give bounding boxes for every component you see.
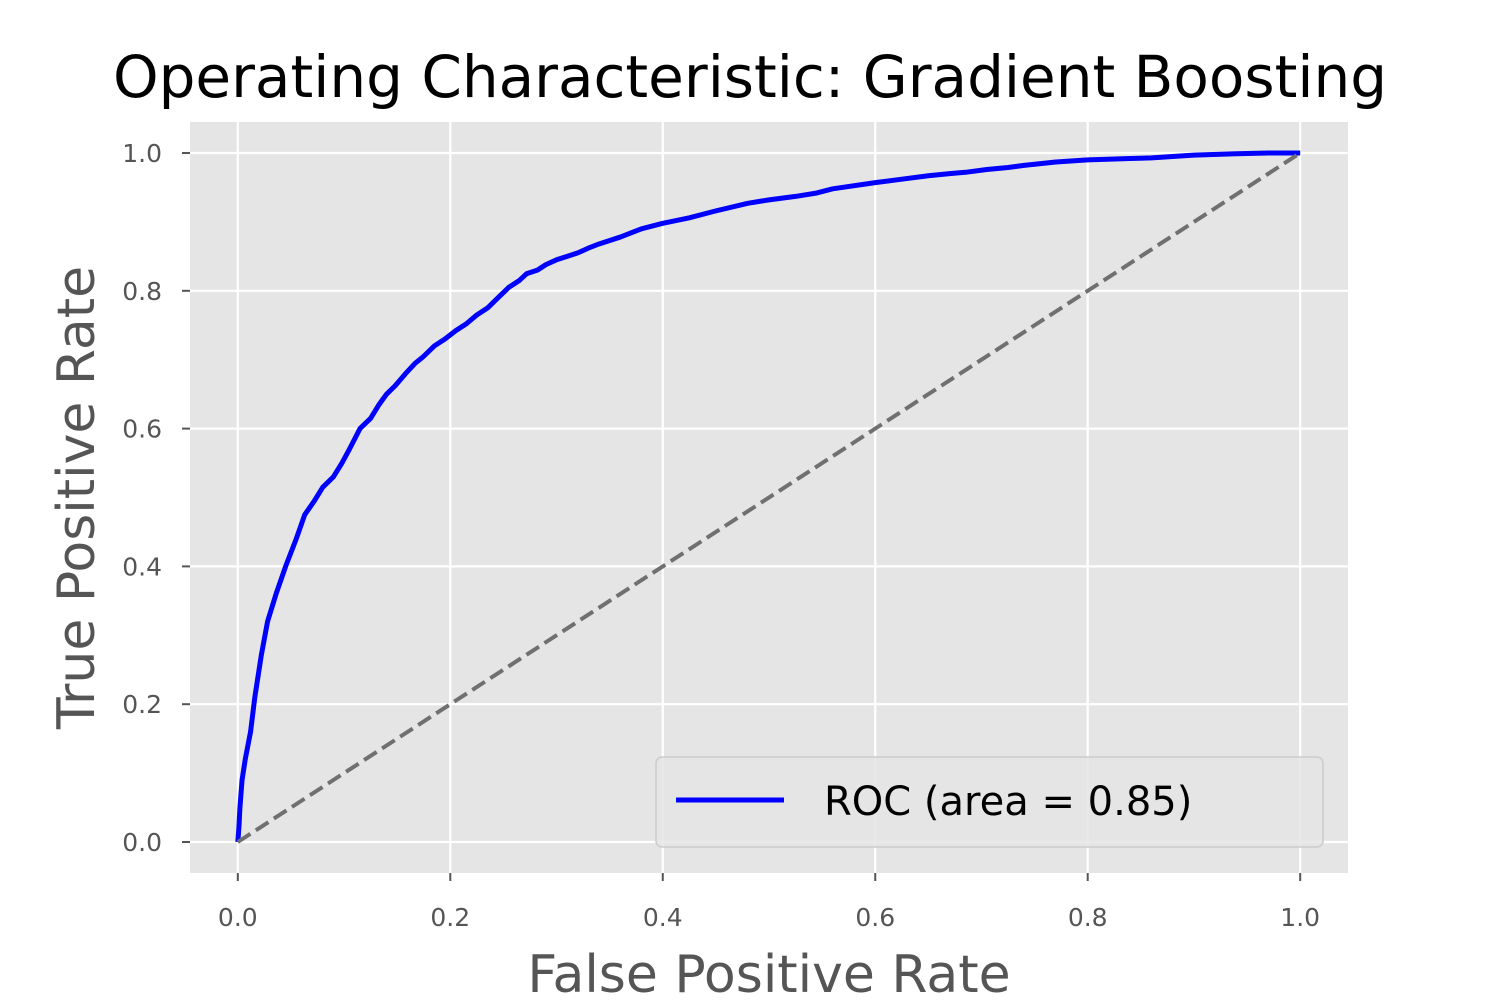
y-axis-ticks: 0.0 0.2 0.4 0.6 0.8 1.0 (122, 139, 190, 857)
y-tick-label-4: 0.8 (122, 277, 162, 306)
legend-label-roc: ROC (area = 0.85) (824, 779, 1192, 825)
grid-lines (190, 122, 1348, 873)
x-tick-label-0: 0.0 (218, 903, 258, 932)
legend: ROC (area = 0.85) (655, 756, 1324, 848)
x-tick-label-5: 1.0 (1280, 903, 1320, 932)
y-tick-label-0: 0.0 (122, 828, 162, 857)
chance-diagonal-line (236, 151, 1302, 844)
chart-title: Operating Characteristic: Gradient Boost… (113, 43, 1387, 111)
y-axis-label: True Positive Rate (47, 266, 107, 730)
y-tick-label-1: 0.2 (122, 690, 162, 719)
legend-box (655, 756, 1324, 848)
y-tick-label-3: 0.6 (122, 415, 162, 444)
x-tick-label-3: 0.6 (855, 903, 895, 932)
x-tick-label-2: 0.4 (643, 903, 683, 932)
x-tick-label-1: 0.2 (430, 903, 470, 932)
roc-curve-line (235, 150, 1301, 843)
y-tick-label-5: 1.0 (122, 139, 162, 168)
x-tick-label-4: 0.8 (1068, 903, 1108, 932)
series-layer (235, 150, 1302, 844)
x-axis-label: False Positive Rate (527, 945, 1010, 1000)
x-axis-ticks: 0.0 0.2 0.4 0.6 0.8 1.0 (218, 873, 1320, 932)
y-tick-label-2: 0.4 (122, 552, 162, 581)
